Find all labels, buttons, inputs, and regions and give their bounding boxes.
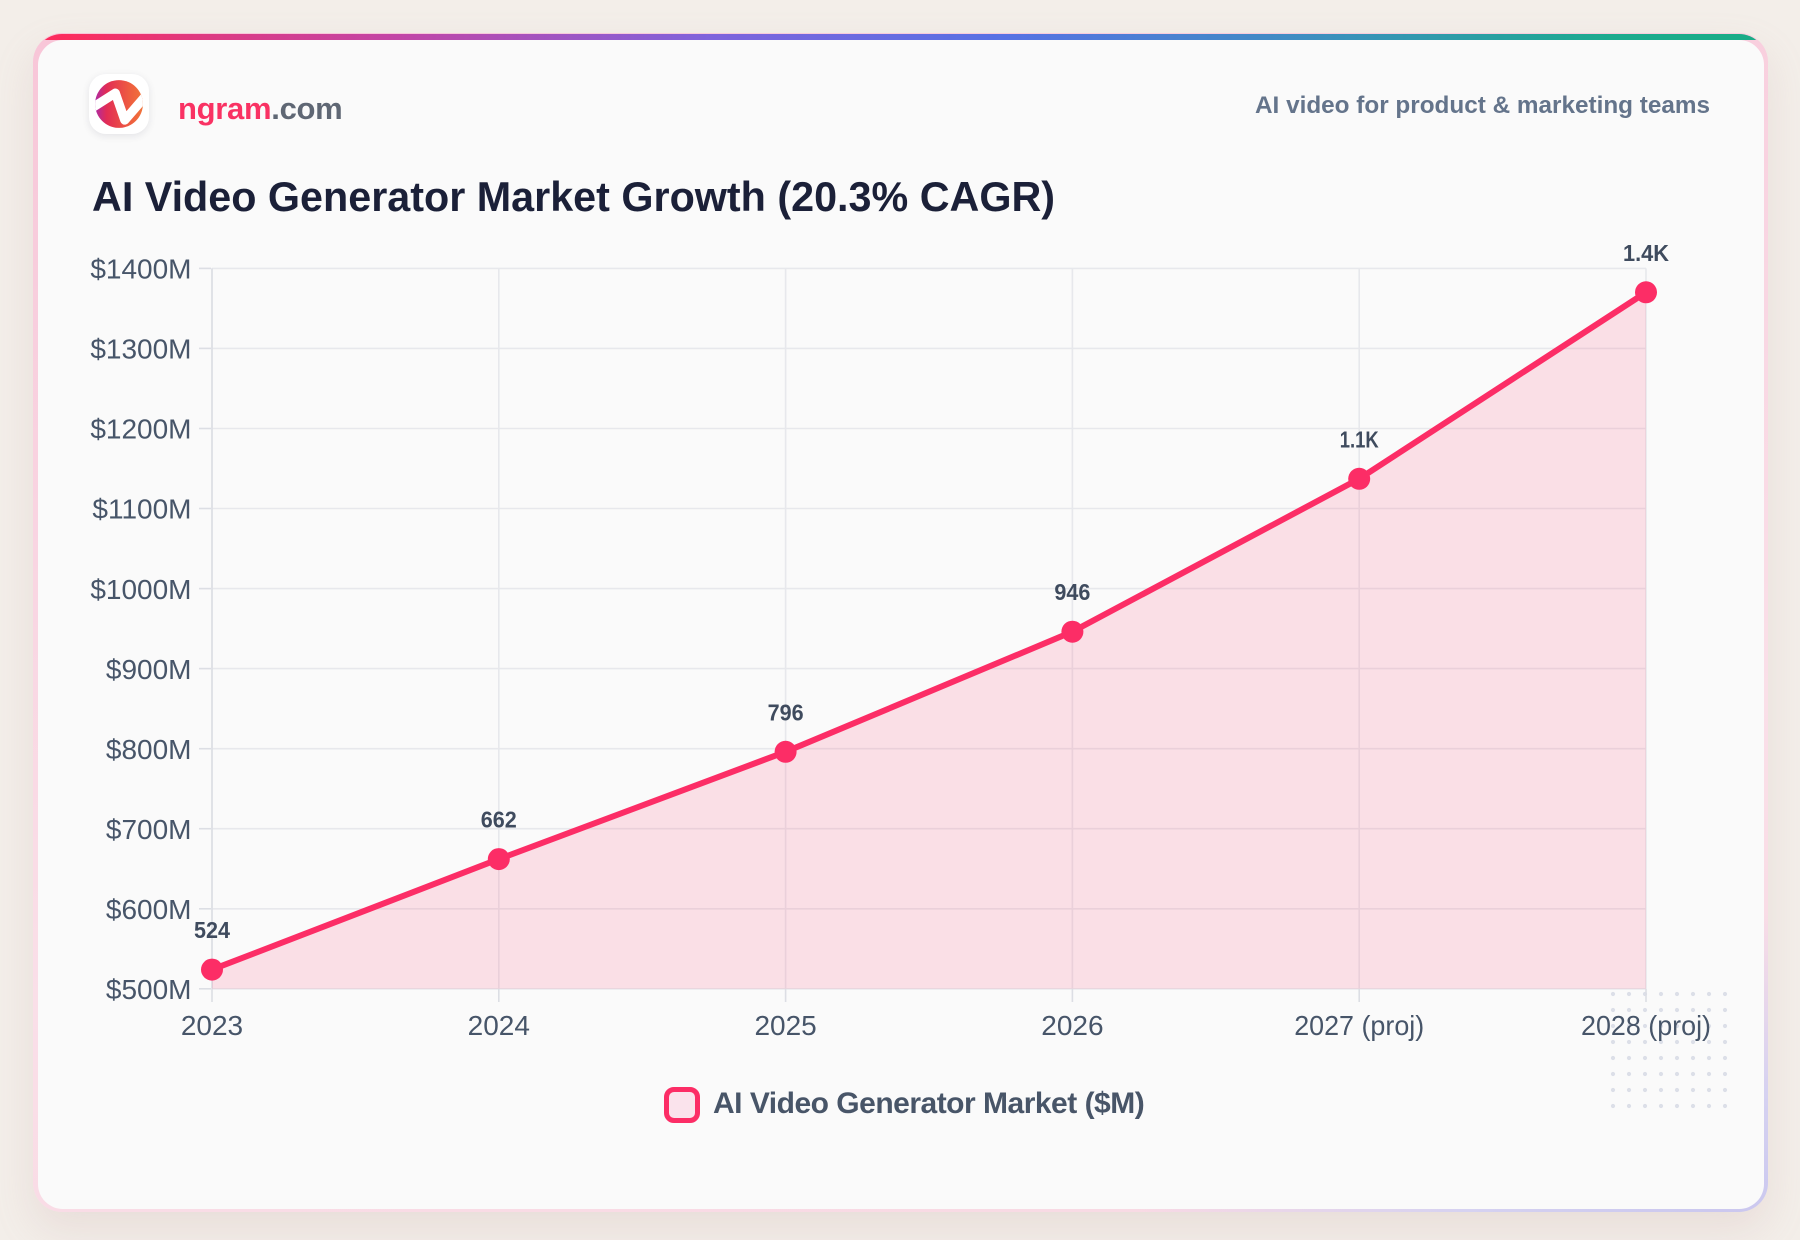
svg-text:$500M: $500M (106, 974, 192, 1005)
svg-text:$1300M: $1300M (90, 334, 191, 365)
svg-text:$1200M: $1200M (90, 414, 191, 445)
svg-text:2024: 2024 (468, 1010, 530, 1041)
svg-text:$1100M: $1100M (92, 494, 191, 525)
svg-text:524: 524 (194, 917, 230, 943)
svg-text:1.4K: 1.4K (1623, 240, 1669, 266)
svg-text:662: 662 (481, 807, 517, 833)
svg-text:2027 (proj): 2027 (proj) (1294, 1010, 1424, 1041)
svg-text:796: 796 (768, 699, 804, 725)
svg-text:$900M: $900M (106, 654, 192, 685)
svg-text:$800M: $800M (106, 734, 192, 765)
svg-text:946: 946 (1054, 579, 1090, 605)
svg-text:2026: 2026 (1041, 1010, 1103, 1041)
svg-text:$600M: $600M (106, 894, 192, 925)
svg-text:2023: 2023 (181, 1010, 243, 1041)
svg-text:2025: 2025 (754, 1010, 816, 1041)
svg-text:2028 (proj): 2028 (proj) (1581, 1010, 1711, 1041)
svg-text:1.1K: 1.1K (1340, 426, 1379, 452)
svg-text:$700M: $700M (106, 814, 192, 845)
svg-text:$1400M: $1400M (90, 254, 191, 285)
svg-text:$1000M: $1000M (90, 574, 191, 605)
